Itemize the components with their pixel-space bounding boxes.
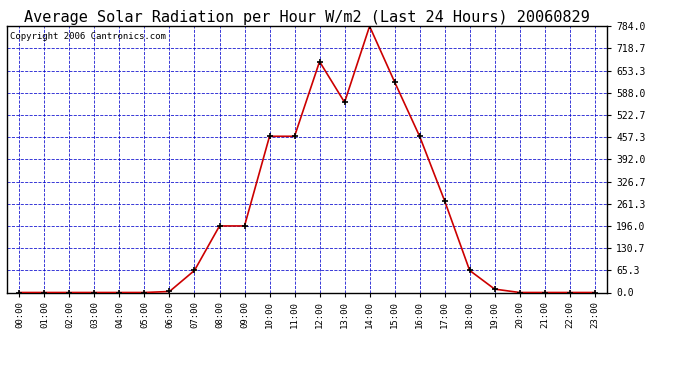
Text: Copyright 2006 Cantronics.com: Copyright 2006 Cantronics.com [10, 32, 166, 40]
Title: Average Solar Radiation per Hour W/m2 (Last 24 Hours) 20060829: Average Solar Radiation per Hour W/m2 (L… [24, 10, 590, 25]
